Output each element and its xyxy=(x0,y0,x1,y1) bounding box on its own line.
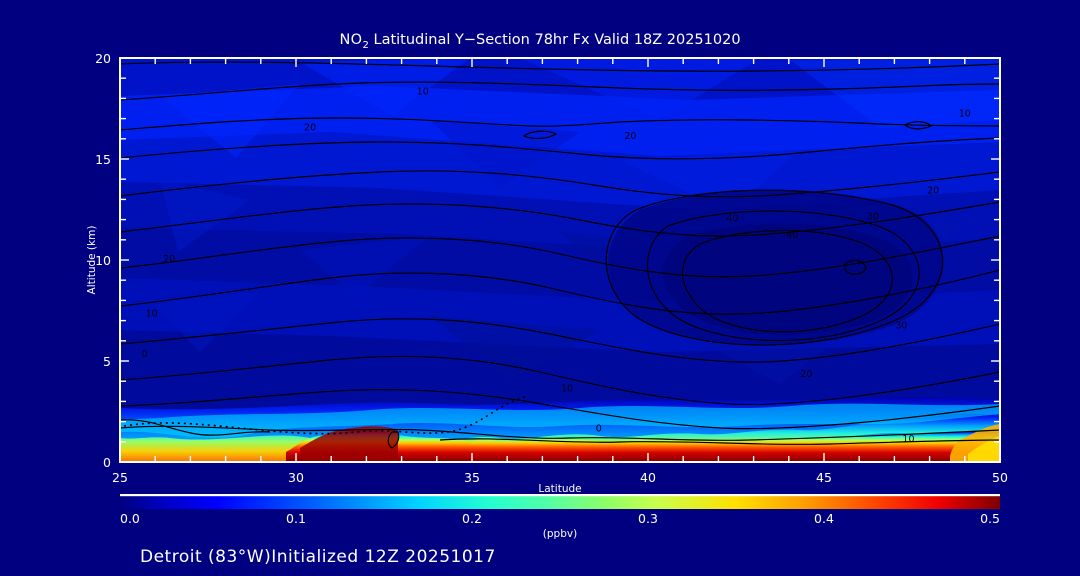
x-tick-label: 50 xyxy=(992,470,1008,485)
colorbar-unit-label: (ppbv) xyxy=(543,528,577,540)
y-axis-tick-labels: 0 5 10 15 20 xyxy=(95,51,111,470)
colorbar-tick-label: 0.2 xyxy=(462,511,482,526)
colorbar-tick-label: 0.4 xyxy=(814,511,834,526)
svg-text:NO2 Latitudinal Y−Section 78hr: NO2 Latitudinal Y−Section 78hr Fx Valid … xyxy=(339,32,740,51)
colorbar-tick-label: 0.0 xyxy=(120,511,140,526)
contour-label: 10 xyxy=(902,434,914,445)
contour-label: 40 xyxy=(726,214,738,225)
y-tick-label: 10 xyxy=(95,253,111,268)
x-tick-label: 35 xyxy=(464,470,480,485)
x-tick-label: 30 xyxy=(288,470,304,485)
contour-label: 10 xyxy=(146,309,158,320)
chart-title: NO2 Latitudinal Y−Section 78hr Fx Valid … xyxy=(339,32,740,51)
x-tick-label: 40 xyxy=(640,470,656,485)
x-tick-label: 45 xyxy=(816,470,832,485)
field-bands xyxy=(120,58,1000,384)
colorbar[interactable]: 0.0 0.1 0.2 0.3 0.4 0.5 (ppbv) xyxy=(120,494,1000,540)
contour-label: 10 xyxy=(561,383,573,394)
contour-label: 20 xyxy=(927,185,939,196)
colorbar-tick-label: 0.5 xyxy=(980,511,1000,526)
contour-label: 20 xyxy=(800,369,812,380)
x-axis-tick-labels: 25 30 35 40 45 50 xyxy=(112,470,1008,485)
colorbar-gradient[interactable] xyxy=(120,496,1000,509)
title-main: NO xyxy=(339,32,362,48)
contour-label: 10 xyxy=(959,109,971,120)
contour-label: 30 xyxy=(867,212,879,223)
colorbar-tick-label: 0.1 xyxy=(286,511,306,526)
contour-label: 20 xyxy=(624,131,636,142)
contour-label: 20 xyxy=(304,123,316,134)
y-axis-ticks xyxy=(120,57,1000,463)
contour-label: 0 xyxy=(142,349,148,360)
y-tick-label: 15 xyxy=(95,152,111,167)
x-axis-ticks xyxy=(119,58,1001,462)
x-tick-label: 25 xyxy=(112,470,128,485)
y-tick-label: 20 xyxy=(95,51,111,66)
colorbar-tick-label: 0.3 xyxy=(638,511,658,526)
colorbar-tick-labels: 0.0 0.1 0.2 0.3 0.4 0.5 xyxy=(120,511,1000,526)
contour-field xyxy=(120,58,1000,462)
contour-label: 20 xyxy=(163,254,175,265)
title-subscript: 2 xyxy=(363,40,369,51)
y-tick-label: 5 xyxy=(103,354,111,369)
figure-caption: Detroit (83°W)Initialized 12Z 20251017 xyxy=(140,547,496,567)
colorbar-top-rule xyxy=(120,494,1000,497)
contour-label: 0 xyxy=(596,424,602,435)
wind-speed-contour-lines xyxy=(120,61,1000,449)
y-tick-label: 0 xyxy=(103,455,111,470)
contour-labels: 10 20 20 10 20 40 40 30 20 10 30 0 10 20 0 10 xyxy=(142,86,971,444)
title-rest: Latitudinal Y−Section 78hr Fx Valid 18Z … xyxy=(369,32,741,48)
x-axis-label: Latitude xyxy=(538,483,581,495)
y-axis-label: Altitude (km) xyxy=(86,226,98,295)
contour-label: 10 xyxy=(417,86,429,97)
contour-label: 30 xyxy=(895,321,907,332)
contour-label: 40 xyxy=(786,230,798,241)
